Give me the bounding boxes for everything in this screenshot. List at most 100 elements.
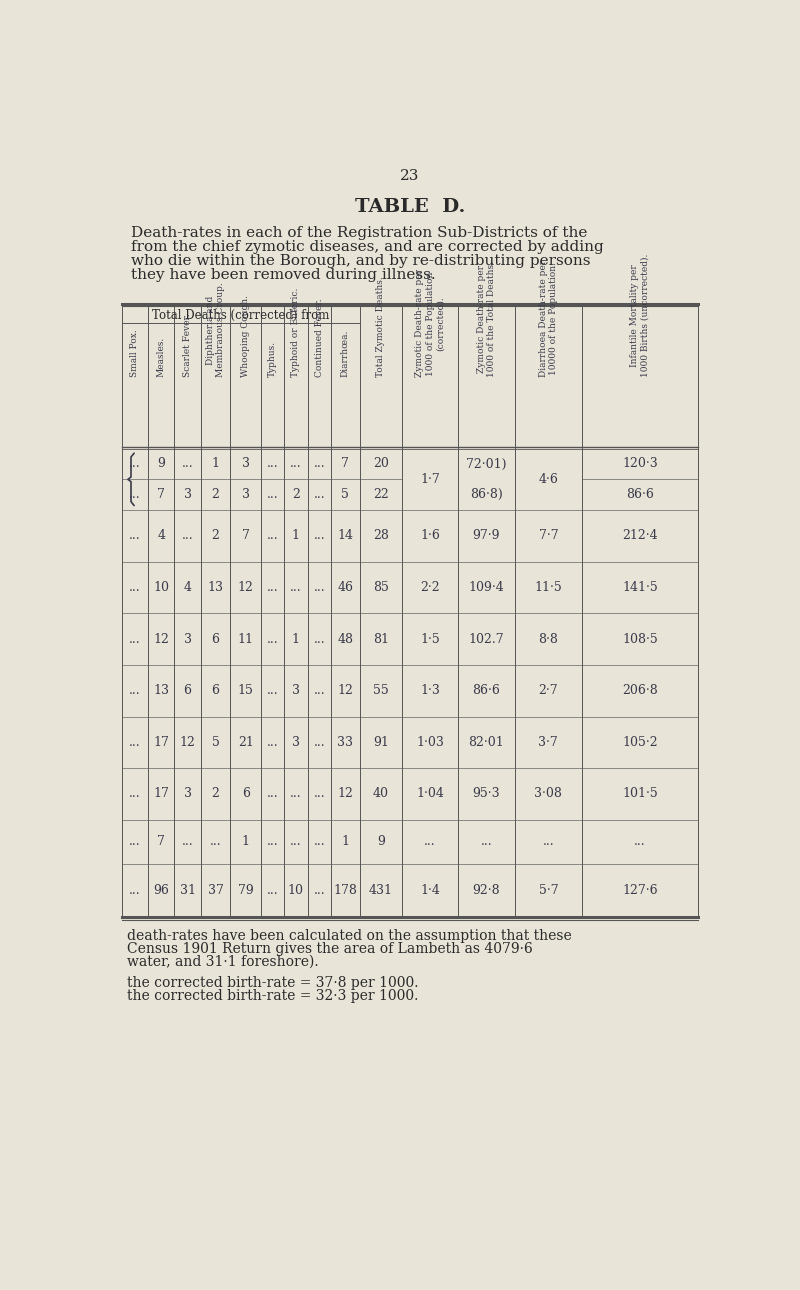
Text: 10: 10	[154, 580, 170, 593]
Text: Infantile Mortality per
1000 Births (uncorrected).: Infantile Mortality per 1000 Births (unc…	[630, 254, 650, 378]
Text: 10: 10	[288, 884, 304, 897]
Text: 7: 7	[158, 488, 165, 502]
Text: 9: 9	[377, 835, 385, 848]
Text: 178: 178	[334, 884, 358, 897]
Text: ...: ...	[314, 735, 325, 748]
Text: Typhoid or Enteric.: Typhoid or Enteric.	[291, 288, 300, 378]
Text: 5: 5	[342, 488, 350, 502]
Text: 1: 1	[292, 632, 300, 645]
Text: ...: ...	[266, 580, 278, 593]
Text: 3: 3	[292, 684, 300, 697]
Text: 5: 5	[211, 735, 219, 748]
Text: 48: 48	[338, 632, 354, 645]
Text: Diarrhoea Death-rate per
10000 of the Population.: Diarrhoea Death-rate per 10000 of the Po…	[538, 261, 558, 378]
Text: ...: ...	[542, 835, 554, 848]
Text: 5·7: 5·7	[538, 884, 558, 897]
Text: 109·4: 109·4	[469, 580, 504, 593]
Text: 2: 2	[292, 488, 300, 502]
Text: from the chief zymotic diseases, and are corrected by adding: from the chief zymotic diseases, and are…	[131, 240, 604, 254]
Text: 1·4: 1·4	[420, 884, 440, 897]
Text: 101·5: 101·5	[622, 787, 658, 800]
Text: 86·6: 86·6	[626, 488, 654, 502]
Text: ...: ...	[314, 458, 325, 471]
Text: the corrected birth-rate = 37·8 per 1000.: the corrected birth-rate = 37·8 per 1000…	[127, 977, 418, 989]
Text: 4: 4	[183, 580, 191, 593]
Text: 2·2: 2·2	[420, 580, 440, 593]
Text: ...: ...	[129, 632, 141, 645]
Text: 20: 20	[373, 458, 389, 471]
Text: 3·7: 3·7	[538, 735, 558, 748]
Text: 22: 22	[373, 488, 389, 502]
Text: 1·7: 1·7	[420, 473, 440, 486]
Text: 102.7: 102.7	[469, 632, 504, 645]
Text: 12: 12	[238, 580, 254, 593]
Text: 46: 46	[338, 580, 354, 593]
Text: 7: 7	[342, 458, 350, 471]
Text: 206·8: 206·8	[622, 684, 658, 697]
Text: 13: 13	[207, 580, 223, 593]
Text: ...: ...	[634, 835, 646, 848]
Text: 1·3: 1·3	[420, 684, 440, 697]
Text: 92·8: 92·8	[473, 884, 500, 897]
Text: 127·6: 127·6	[622, 884, 658, 897]
Text: water, and 31·1 foreshore).: water, and 31·1 foreshore).	[127, 955, 318, 969]
Text: ...: ...	[129, 529, 141, 543]
Text: 1·5: 1·5	[420, 632, 440, 645]
Text: 40: 40	[373, 787, 389, 800]
Text: 37: 37	[207, 884, 223, 897]
Text: Total Zymotic Deaths.: Total Zymotic Deaths.	[377, 276, 386, 378]
Text: 3: 3	[242, 488, 250, 502]
Text: ...: ...	[314, 787, 325, 800]
Text: Continued Fever.: Continued Fever.	[315, 299, 324, 378]
Text: Measles.: Measles.	[157, 337, 166, 378]
Text: 15: 15	[238, 684, 254, 697]
Text: 120·3: 120·3	[622, 458, 658, 471]
Text: 12: 12	[338, 684, 354, 697]
Text: 12: 12	[180, 735, 195, 748]
Text: 14: 14	[338, 529, 354, 543]
Text: 11: 11	[238, 632, 254, 645]
Text: 6: 6	[211, 684, 219, 697]
Text: 2·7: 2·7	[538, 684, 558, 697]
Text: 108·5: 108·5	[622, 632, 658, 645]
Text: they have been removed during illness.: they have been removed during illness.	[131, 268, 436, 283]
Text: 33: 33	[338, 735, 354, 748]
Text: Total Deaths (corrected) from: Total Deaths (corrected) from	[152, 308, 330, 321]
Text: ...: ...	[129, 735, 141, 748]
Text: Diarrhœa.: Diarrhœa.	[341, 330, 350, 378]
Text: ...: ...	[129, 684, 141, 697]
Text: 4: 4	[158, 529, 166, 543]
Text: ...: ...	[266, 735, 278, 748]
Text: 13: 13	[154, 684, 170, 697]
Text: 86·8): 86·8)	[470, 488, 502, 502]
Text: Zymotic Death-rate per
1000 of the Population
(corrected).: Zymotic Death-rate per 1000 of the Popul…	[415, 270, 445, 378]
Text: ...: ...	[129, 488, 141, 502]
Text: ...: ...	[129, 458, 141, 471]
Text: death-rates have been calculated on the assumption that these: death-rates have been calculated on the …	[127, 929, 572, 943]
Text: 23: 23	[400, 169, 420, 183]
Text: 81: 81	[373, 632, 389, 645]
Text: 1·04: 1·04	[416, 787, 444, 800]
Text: ...: ...	[314, 580, 325, 593]
Text: TABLE  D.: TABLE D.	[355, 199, 465, 217]
Text: ...: ...	[266, 835, 278, 848]
Text: 1: 1	[342, 835, 350, 848]
Text: Death-rates in each of the Registration Sub-Districts of the: Death-rates in each of the Registration …	[131, 226, 587, 240]
Text: 6: 6	[211, 632, 219, 645]
Text: the corrected birth-rate = 32·3 per 1000.: the corrected birth-rate = 32·3 per 1000…	[127, 989, 418, 1004]
Text: 6: 6	[183, 684, 191, 697]
Text: 7·7: 7·7	[538, 529, 558, 543]
Text: 1: 1	[242, 835, 250, 848]
Text: 85: 85	[373, 580, 389, 593]
Text: ...: ...	[314, 488, 325, 502]
Text: 82·01: 82·01	[469, 735, 504, 748]
Text: 31: 31	[179, 884, 195, 897]
Text: Diphtheria and
Membranous Croup.: Diphtheria and Membranous Croup.	[206, 283, 225, 378]
Text: 212·4: 212·4	[622, 529, 658, 543]
Text: ...: ...	[266, 684, 278, 697]
Text: ...: ...	[129, 787, 141, 800]
Text: 6: 6	[242, 787, 250, 800]
Text: 7: 7	[242, 529, 250, 543]
Text: ...: ...	[129, 884, 141, 897]
Text: who die within the Borough, and by re-distributing persons: who die within the Borough, and by re-di…	[131, 254, 590, 268]
